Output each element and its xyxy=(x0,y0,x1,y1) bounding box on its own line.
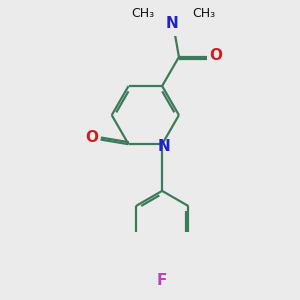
Text: CH₃: CH₃ xyxy=(131,7,154,20)
Text: N: N xyxy=(165,16,178,31)
Text: O: O xyxy=(209,49,222,64)
Text: CH₃: CH₃ xyxy=(193,7,216,20)
Text: F: F xyxy=(157,273,167,288)
Text: N: N xyxy=(158,139,171,154)
Text: O: O xyxy=(85,130,99,145)
